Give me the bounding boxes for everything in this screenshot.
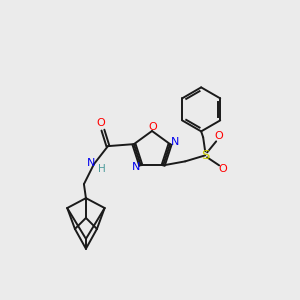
Text: N: N xyxy=(87,158,95,168)
Text: S: S xyxy=(201,149,209,162)
Text: O: O xyxy=(219,164,227,174)
Text: O: O xyxy=(97,118,105,128)
Text: O: O xyxy=(215,131,224,141)
Text: H: H xyxy=(98,164,106,174)
Text: N: N xyxy=(171,137,179,147)
Text: O: O xyxy=(148,122,158,132)
Text: N: N xyxy=(132,162,140,172)
